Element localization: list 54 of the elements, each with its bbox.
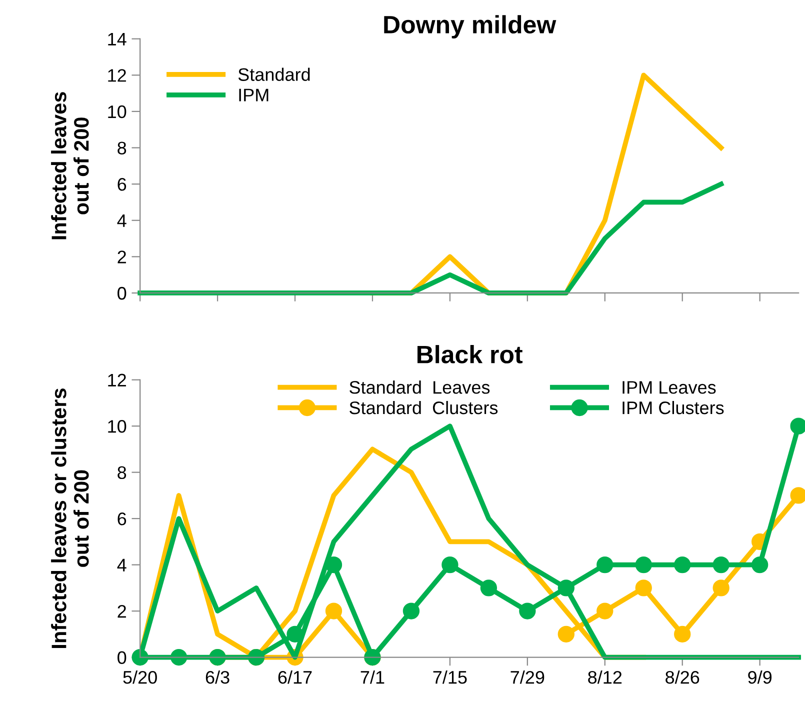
x-tick-label: 6/3 [206,670,230,684]
x-tick-label: 5/20 [123,670,157,684]
y-tick-label: 14 [108,32,126,46]
line-series [138,182,724,296]
y-tick-label: 4 [117,558,126,572]
y-tick-label: 10 [108,420,126,433]
point [325,556,342,574]
y-tick-label: 2 [118,604,126,618]
y-tick-label: 12 [108,69,126,82]
x-tick-label: 8/26 [666,670,700,684]
y-tick-label: 6 [118,512,126,526]
y-axis-title: Infected leaves or clusters out of 200 [51,388,89,648]
point [674,556,691,574]
legend-label: Standard Clusters [350,400,498,414]
point [558,580,574,596]
point [596,602,614,620]
point [132,648,148,666]
point [480,580,498,596]
y-tick-label: 2 [118,250,126,264]
point [751,556,768,574]
y-tick-label: 4 [117,214,126,227]
legend-label: Standard [238,68,310,81]
x-tick-label: 7/29 [510,670,544,684]
x-tick-label: 7/1 [360,670,384,684]
y-tick-label: 8 [118,466,126,480]
legend-label: Standard Leaves [350,380,490,394]
point [325,602,342,620]
point [712,556,730,574]
x-tick-label: 7/15 [433,670,467,684]
point [442,556,458,574]
point [519,602,536,620]
legend-label: IPM Leaves [622,381,716,394]
chart-title: Black rot [418,345,523,364]
point [286,626,304,642]
point [635,556,652,574]
chart-title: Downy mildew [384,15,556,38]
point [402,602,420,620]
y-tick-label: 10 [108,105,126,118]
x-tick-label: 9/9 [748,670,772,684]
point [596,556,614,574]
y-tick-label: 12 [108,374,126,386]
y-tick-label: 0 [118,651,126,664]
legend-label: IPM Clusters [622,400,724,414]
y-tick-label: 8 [118,142,126,154]
point [674,626,691,642]
x-tick-label: 6/17 [278,670,312,684]
point [712,580,730,596]
point [558,626,574,642]
legend-label: IPM [239,88,268,102]
y-axis-title: Infected leaves out of 200 [51,92,89,240]
y-tick-label: 6 [118,178,126,191]
y-tick-label: 0 [118,286,126,300]
point [635,580,652,596]
x-tick-label: 8/12 [588,670,622,684]
